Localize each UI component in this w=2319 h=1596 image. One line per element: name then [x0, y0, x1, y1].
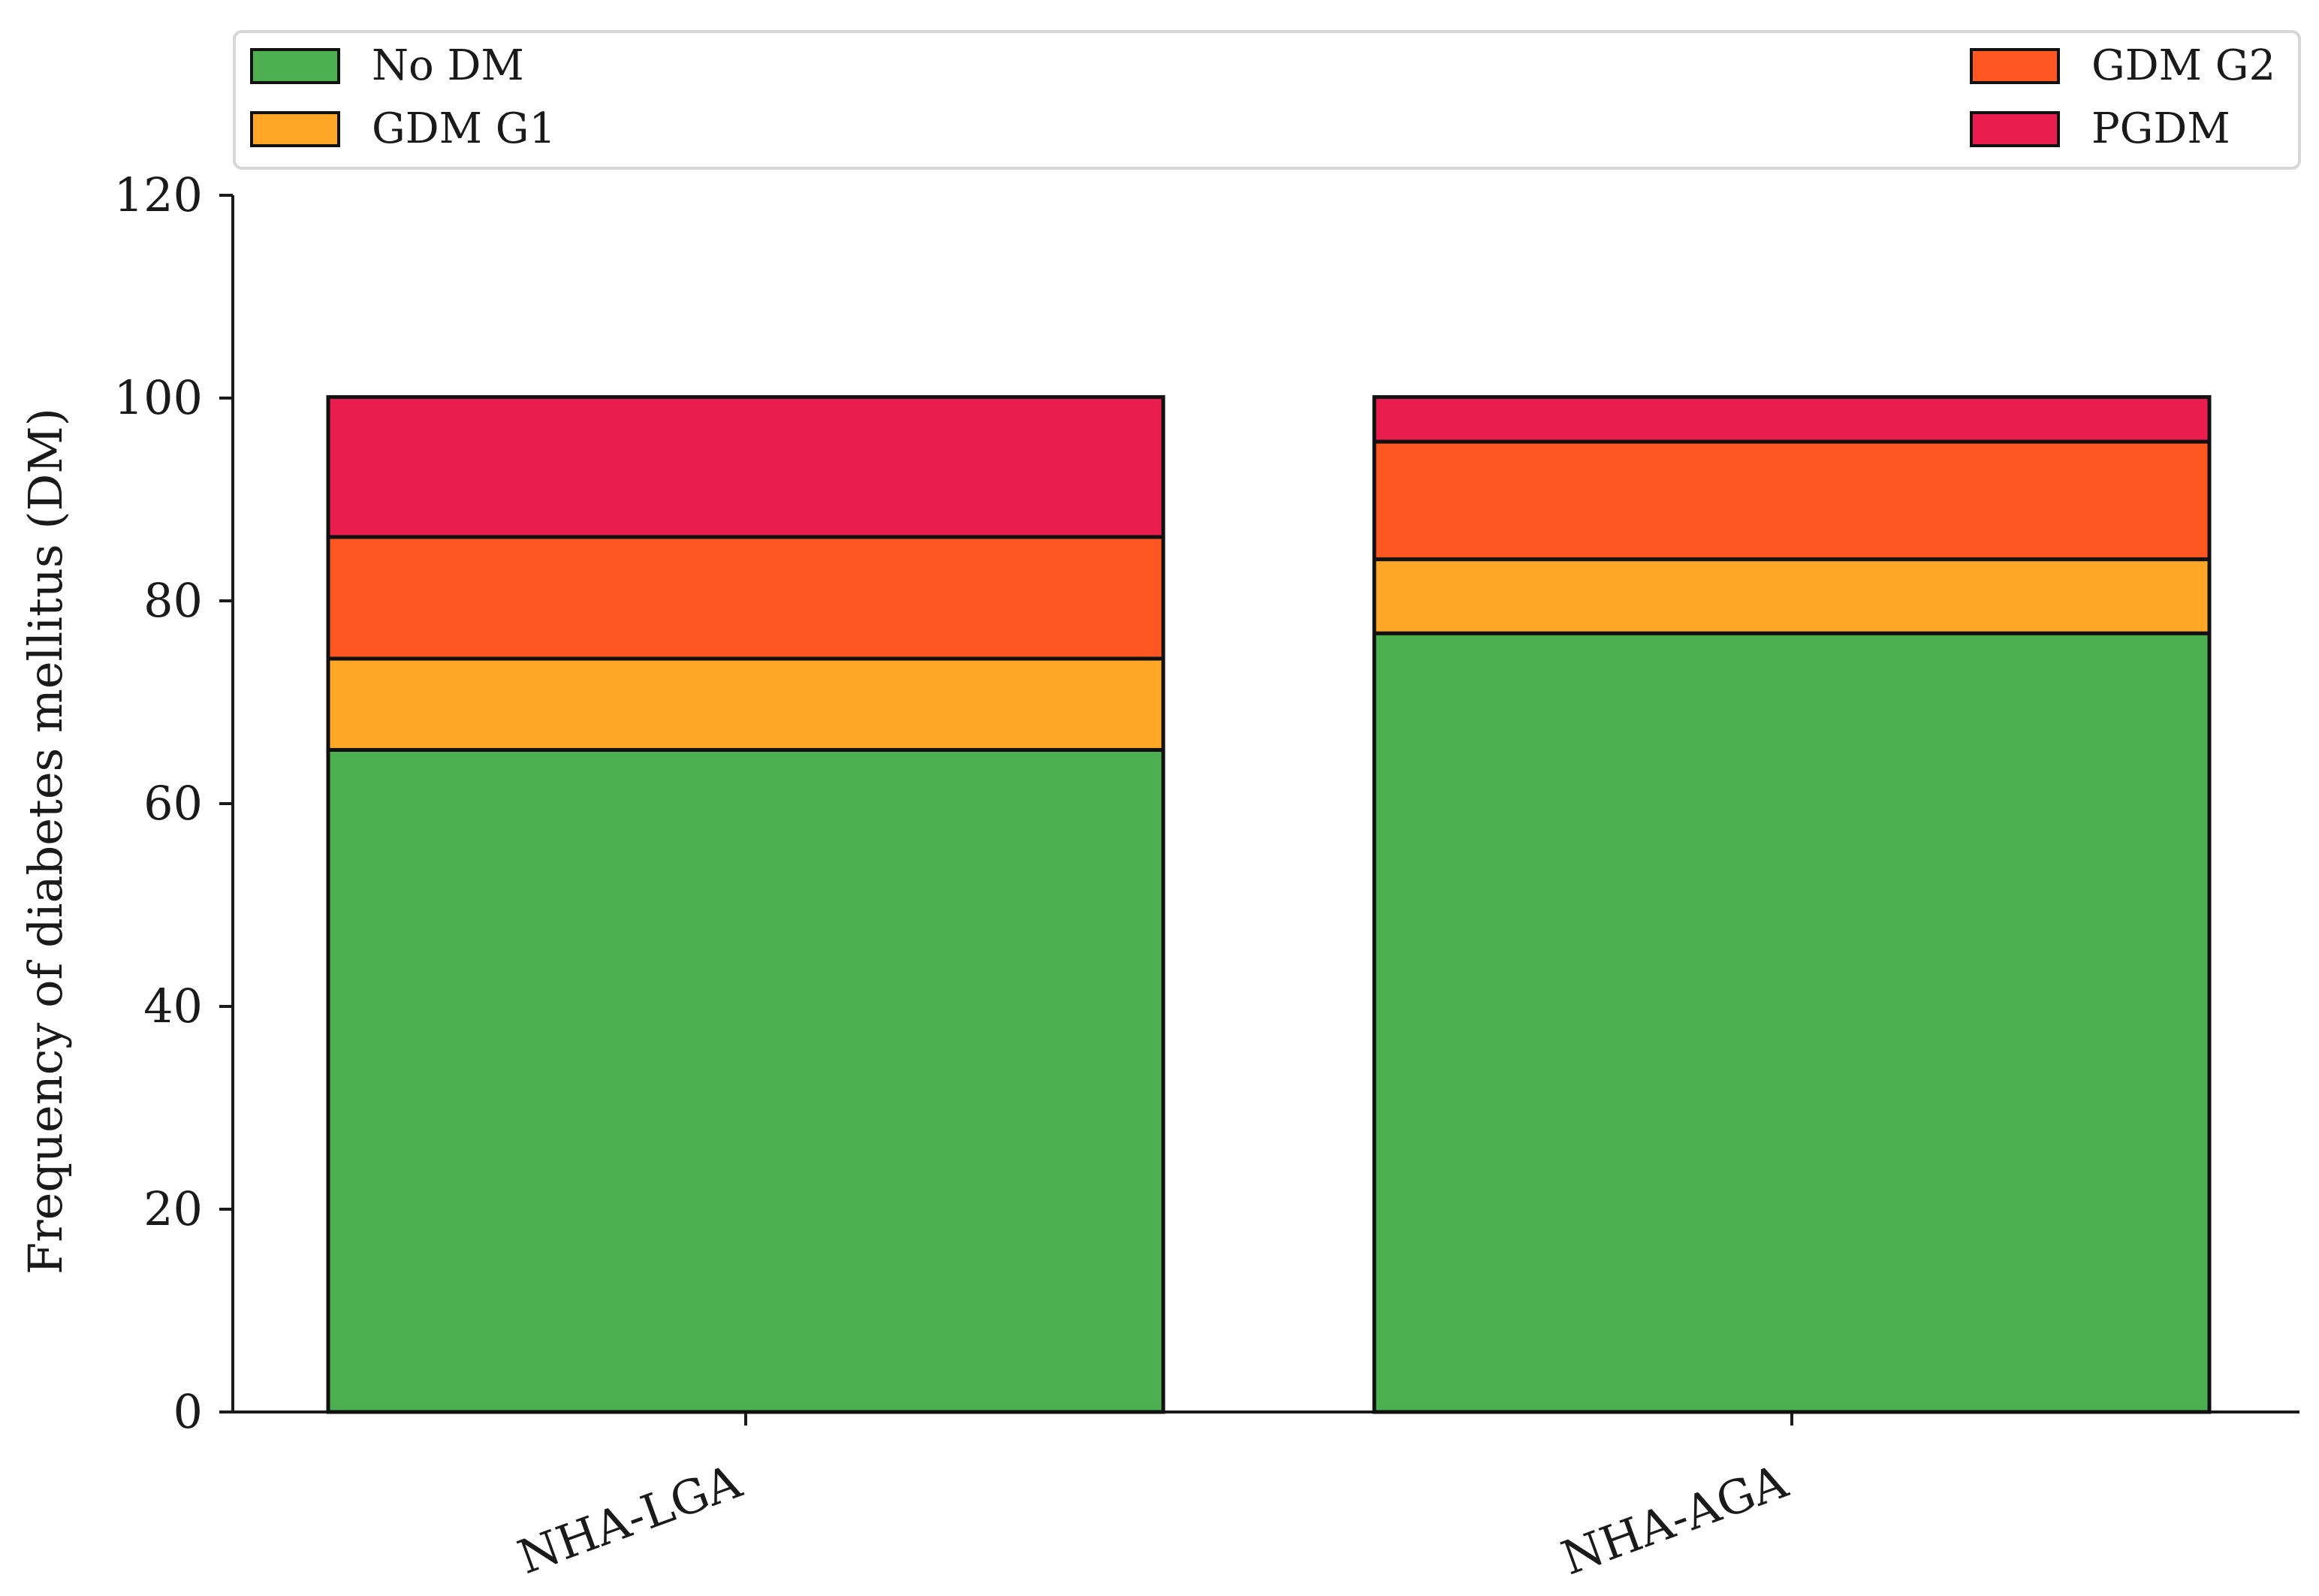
y-tick-label: 100: [114, 370, 203, 425]
bar-segment-gdm-g2-nha-aga: [1372, 439, 2212, 562]
bar-segment-pgdm-nha-lga: [326, 395, 1166, 539]
legend-label: GDM G1: [372, 104, 556, 153]
legend-label: PGDM: [2091, 104, 2230, 153]
legend-swatch: [1970, 111, 2060, 147]
legend-label: GDM G2: [2091, 41, 2275, 90]
y-tick-label: 40: [143, 979, 203, 1033]
y-tick-label: 120: [114, 167, 203, 222]
legend-label: No DM: [372, 41, 524, 90]
y-tick-label: 60: [143, 776, 203, 831]
y-tick-label: 0: [173, 1384, 203, 1439]
legend: No DM GDM G1 GDM G2 PGDM: [233, 30, 2301, 170]
y-tick-label: 20: [143, 1181, 203, 1236]
bar-segment-no-dm-nha-lga: [326, 747, 1166, 1414]
y-tick-label: 80: [143, 573, 203, 628]
bars: [326, 395, 2212, 1414]
bar-segment-gdm-g2-nha-lga: [326, 535, 1166, 661]
legend-box: [233, 30, 2301, 170]
legend-swatch: [250, 48, 340, 84]
x-category-label: NHA-LGA: [511, 1453, 749, 1585]
y-axis-title: Frequency of diabetes mellitus (DM): [18, 408, 73, 1275]
legend-swatch: [1970, 48, 2060, 84]
legend-swatch: [250, 111, 340, 147]
bar-segment-gdm-g1-nha-lga: [326, 656, 1166, 752]
bar-segment-pgdm-nha-aga: [1372, 395, 2212, 444]
bar-segment-no-dm-nha-aga: [1372, 631, 2212, 1414]
x-category-label: NHA-AGA: [1555, 1453, 1795, 1585]
bar-segment-gdm-g1-nha-aga: [1372, 557, 2212, 635]
